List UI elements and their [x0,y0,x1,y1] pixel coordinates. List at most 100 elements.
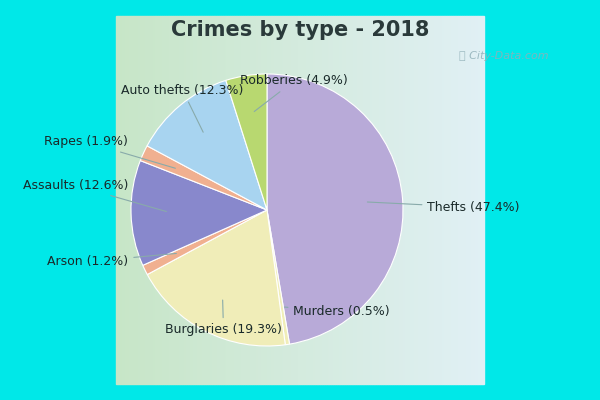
Bar [160,16,162,384]
Bar [458,16,460,384]
Bar [416,16,418,384]
Bar [149,16,151,384]
Bar [447,16,449,384]
Bar [466,16,467,384]
Bar [462,16,464,384]
Bar [453,16,455,384]
Bar [296,16,298,384]
Bar [219,16,221,384]
Bar [436,16,438,384]
Bar [238,16,239,384]
Bar [171,16,173,384]
Bar [271,16,272,384]
Bar [256,16,257,384]
Bar [403,16,405,384]
Bar [457,16,458,384]
Bar [304,16,305,384]
Bar [434,16,436,384]
Bar [257,16,260,384]
Bar [119,16,122,384]
Bar [401,16,403,384]
Bar [429,16,431,384]
Bar [366,16,368,384]
Bar [352,16,353,384]
Text: Murders (0.5%): Murders (0.5%) [284,306,390,318]
Bar [394,16,395,384]
Bar [272,16,274,384]
Bar [368,16,370,384]
Text: Rapes (1.9%): Rapes (1.9%) [44,136,175,168]
Bar [145,16,147,384]
Bar [157,16,158,384]
Bar [418,16,419,384]
Bar [431,16,433,384]
Bar [131,16,133,384]
Bar [392,16,394,384]
Bar [217,16,219,384]
Bar [471,16,473,384]
Bar [127,16,129,384]
Bar [423,16,425,384]
Bar [331,16,333,384]
Bar [433,16,434,384]
Bar [419,16,421,384]
Bar [338,16,340,384]
Bar [409,16,410,384]
Bar [190,16,191,384]
Bar [443,16,445,384]
Bar [390,16,392,384]
Bar [451,16,453,384]
Bar [200,16,202,384]
Bar [236,16,238,384]
Wedge shape [147,80,267,210]
Bar [164,16,166,384]
Bar [184,16,186,384]
Bar [309,16,311,384]
Bar [250,16,252,384]
Text: Robberies (4.9%): Robberies (4.9%) [241,74,348,112]
Bar [293,16,295,384]
Bar [162,16,164,384]
Bar [267,16,269,384]
Bar [438,16,440,384]
Bar [361,16,362,384]
Bar [379,16,381,384]
Bar [263,16,265,384]
Bar [464,16,466,384]
Bar [460,16,462,384]
Bar [298,16,300,384]
Bar [179,16,181,384]
Wedge shape [143,210,267,274]
Bar [243,16,245,384]
Bar [475,16,476,384]
Bar [315,16,317,384]
Bar [274,16,276,384]
Bar [276,16,278,384]
Bar [151,16,153,384]
Bar [248,16,250,384]
Bar [398,16,400,384]
Bar [357,16,359,384]
Bar [133,16,134,384]
Bar [230,16,232,384]
Bar [191,16,193,384]
Bar [182,16,184,384]
Bar [407,16,409,384]
Bar [197,16,199,384]
Bar [421,16,423,384]
Bar [210,16,212,384]
Bar [214,16,215,384]
Bar [173,16,175,384]
Bar [155,16,157,384]
Wedge shape [226,74,267,210]
Bar [405,16,407,384]
Bar [445,16,447,384]
Bar [202,16,205,384]
Bar [359,16,361,384]
Bar [269,16,271,384]
Bar [116,16,118,384]
Bar [129,16,131,384]
Bar [324,16,326,384]
Bar [319,16,320,384]
Bar [177,16,179,384]
